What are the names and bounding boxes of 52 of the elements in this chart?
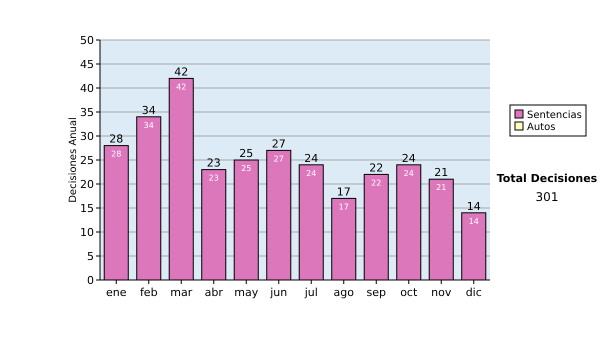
- data-label: 42: [176, 82, 186, 92]
- y-tick-label: 40: [80, 82, 94, 95]
- x-tick-label: feb: [140, 286, 158, 299]
- annotation: 42: [174, 65, 188, 78]
- y-tick-label: 20: [80, 178, 94, 191]
- x-tick-label: ago: [334, 286, 354, 299]
- x-tick-label: nov: [431, 286, 452, 299]
- annotation: 21: [434, 166, 448, 180]
- data-label: 27: [274, 154, 284, 164]
- y-tick-label: 5: [87, 250, 94, 263]
- data-label: 28: [111, 150, 122, 159]
- annotation: 24: [304, 152, 318, 165]
- annotation: 14: [466, 200, 481, 213]
- annotation: 17: [336, 185, 351, 198]
- x-tick-label: may: [234, 286, 259, 299]
- annotation: 25: [239, 147, 254, 160]
- annotation: 28: [109, 132, 124, 146]
- text: 301: [536, 190, 558, 204]
- x-tick-label: sep: [366, 286, 386, 299]
- x-tick-label: jun: [269, 286, 288, 299]
- y-tick-label: 45: [80, 58, 94, 71]
- annotation: 23: [206, 156, 221, 170]
- data-label: 17: [338, 202, 349, 212]
- x-tick-label: mar: [170, 286, 193, 299]
- data-label: 24: [306, 168, 316, 178]
- text: Total Decisiones: [496, 172, 598, 185]
- legend-label: Sentencias: [527, 110, 582, 121]
- annotation: 34: [142, 104, 156, 117]
- y-axis-title: Decisiones Anual: [68, 117, 79, 203]
- y-tick-label: 25: [80, 154, 94, 167]
- data-label: 22: [371, 178, 382, 188]
- annotation: 24: [402, 152, 416, 165]
- y-tick-label: 0: [87, 274, 94, 287]
- y-tick-label: 35: [80, 106, 94, 119]
- x-tick-label: abr: [204, 286, 224, 299]
- data-label: 14: [468, 216, 479, 226]
- annotation: 27: [272, 137, 286, 150]
- x-tick-label: dic: [466, 286, 482, 299]
- x-tick-label: oct: [400, 286, 418, 299]
- data-label: 21: [436, 183, 446, 192]
- annotation: 22: [369, 161, 384, 174]
- x-tick-label: jul: [304, 286, 318, 299]
- data-label: 24: [404, 168, 414, 178]
- legend-label: Autos: [527, 122, 556, 133]
- y-tick-label: 15: [80, 202, 94, 215]
- y-tick-label: 30: [80, 130, 94, 143]
- data-label: 23: [208, 174, 219, 183]
- data-label: 34: [144, 120, 154, 130]
- x-tick-label: ene: [106, 286, 127, 299]
- y-tick-label: 10: [80, 226, 94, 239]
- data-label: 25: [241, 164, 252, 173]
- y-tick-label: 50: [80, 34, 94, 47]
